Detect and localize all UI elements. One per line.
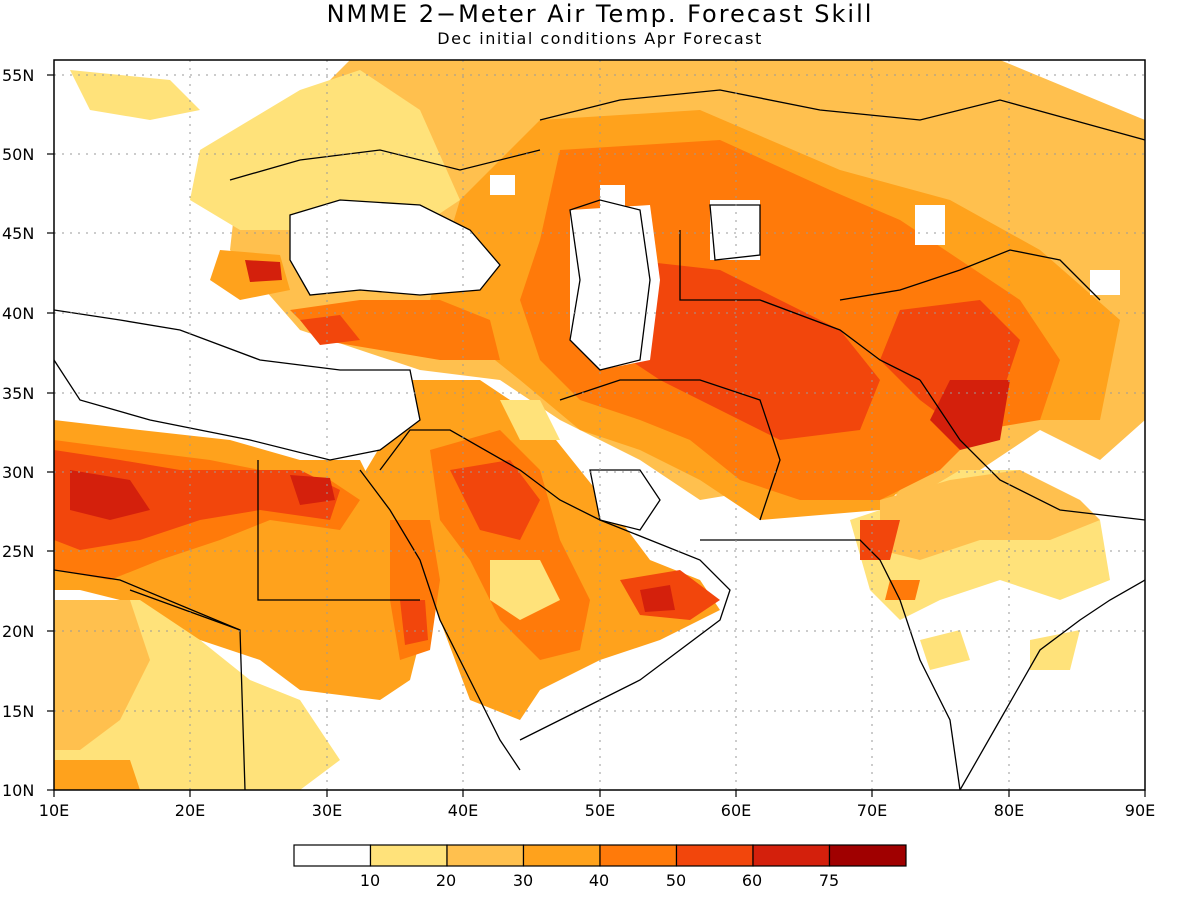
- legend-swatch: [752, 844, 831, 867]
- lat-label: 35N: [2, 384, 34, 403]
- legend-swatch: [675, 844, 754, 867]
- legend-labels: 10 20 30 40 50 60 75: [360, 871, 839, 890]
- lon-label: 20E: [175, 801, 205, 820]
- lat-label: 45N: [2, 224, 34, 243]
- lat-label: 20N: [2, 622, 34, 641]
- gridlines: [54, 60, 1145, 790]
- longitude-labels: 10E 20E 30E 40E 50E 60E 70E 80E 90E: [39, 801, 1155, 820]
- legend-swatch: [369, 844, 448, 867]
- map-subtitle: Dec initial conditions Apr Forecast: [437, 29, 763, 48]
- lat-label: 15N: [2, 702, 34, 721]
- legend-label: 30: [513, 871, 533, 890]
- lat-label: 10N: [2, 781, 34, 800]
- lon-label: 60E: [721, 801, 751, 820]
- legend-swatch: [446, 844, 525, 867]
- legend-label: 75: [819, 871, 839, 890]
- legend-label: 10: [360, 871, 380, 890]
- coastlines: [54, 89, 1145, 790]
- lat-label: 55N: [2, 66, 34, 85]
- lon-label: 30E: [312, 801, 342, 820]
- legend-swatch: [828, 844, 907, 867]
- lon-label: 40E: [448, 801, 478, 820]
- legend-swatch: [599, 844, 678, 867]
- legend-swatch: [293, 844, 372, 867]
- lon-label: 80E: [994, 801, 1024, 820]
- legend-swatch: [522, 844, 601, 867]
- legend-label: 50: [666, 871, 686, 890]
- legend-label: 20: [436, 871, 456, 890]
- lat-label: 40N: [2, 304, 34, 323]
- axis-ticks: [47, 74, 1146, 797]
- lat-label: 30N: [2, 463, 34, 482]
- map-title: NMME 2−Meter Air Temp. Forecast Skill: [326, 0, 874, 28]
- seas: [54, 200, 660, 530]
- lon-label: 70E: [857, 801, 887, 820]
- lon-label: 50E: [585, 801, 615, 820]
- color-legend: [293, 844, 907, 867]
- legend-label: 40: [589, 871, 609, 890]
- lon-label: 90E: [1125, 801, 1155, 820]
- legend-label: 60: [742, 871, 762, 890]
- lat-label: 50N: [2, 145, 34, 164]
- lon-label: 10E: [39, 801, 69, 820]
- lat-label: 25N: [2, 542, 34, 561]
- latitude-labels: 55N 50N 45N 40N 35N 30N 25N 20N 15N 10N: [2, 66, 34, 800]
